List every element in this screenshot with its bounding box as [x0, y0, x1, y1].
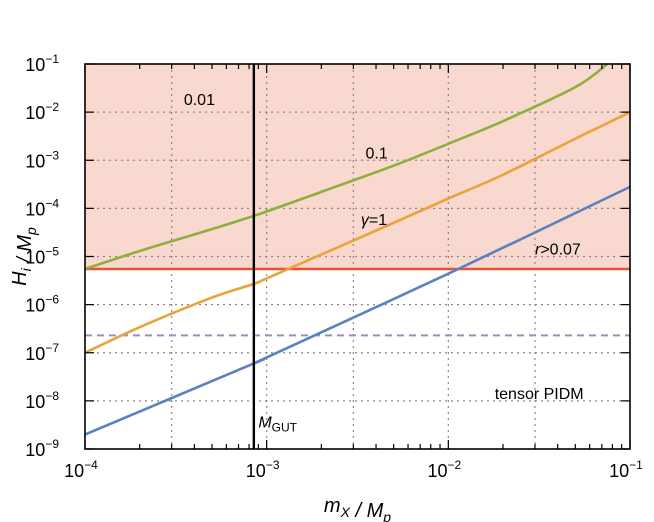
x-tick-label: 10−1 [609, 458, 643, 481]
annotation-label: tensor PIDM [495, 386, 584, 403]
y-tick-label: 10−3 [25, 148, 59, 171]
y-tick-label: 10−5 [25, 245, 59, 268]
y-tick-label: 10−8 [25, 389, 59, 412]
annotation-label: γ=1 [361, 212, 387, 229]
annotation-label: MGUT [258, 414, 297, 434]
x-axis-label: mX / Mp [324, 495, 391, 522]
y-tick-label: 10−1 [25, 52, 59, 75]
y-tick-label: 10−4 [25, 196, 59, 219]
y-tick-label: 10−2 [25, 100, 59, 123]
x-tick-label: 10−2 [427, 458, 461, 481]
y-axis-label: Hi / Mp [9, 227, 39, 286]
x-tick-label: 10−4 [64, 458, 98, 481]
excluded-region [85, 64, 630, 269]
y-tick-label: 10−7 [25, 341, 59, 364]
series-line [85, 110, 630, 354]
x-tick-label: 10−3 [246, 458, 280, 481]
annotation-label: 0.01 [184, 92, 215, 109]
annotation-label: r>0.07 [535, 242, 581, 259]
series-line [85, 64, 609, 271]
y-tick-label: 10−9 [25, 437, 59, 460]
annotation-label: 0.1 [366, 145, 388, 162]
series-line [85, 185, 630, 436]
y-tick-label: 10−6 [25, 293, 59, 316]
